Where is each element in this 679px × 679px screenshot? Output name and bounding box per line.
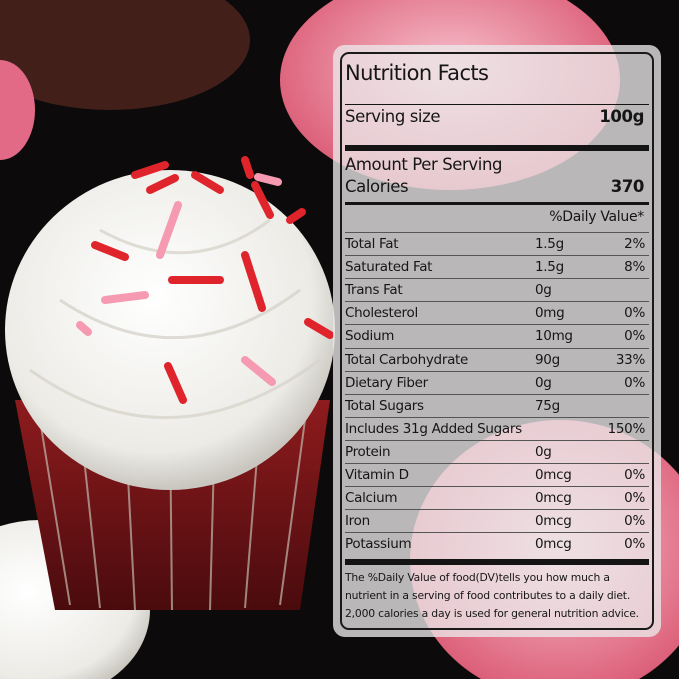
nutrient-row: Calcium 0mcg 0% — [345, 486, 649, 510]
thick-divider — [345, 559, 649, 565]
nutrient-row: Cholesterol 0mg 0% — [345, 301, 649, 325]
nutrient-label: Vitamin D — [345, 467, 409, 483]
amount-per-serving-label: Amount Per Serving — [345, 155, 503, 174]
footnote-line: nutrient in a serving of food contribute… — [345, 589, 631, 602]
nutrient-row: Total Carbohydrate 90g 33% — [345, 347, 649, 372]
nutrient-label: Calcium — [345, 490, 398, 507]
nutrition-facts-panel: Nutrition Facts Serving size 100g Amount… — [333, 45, 661, 637]
nutrient-amount: 10mg — [535, 328, 573, 345]
nutrient-daily-value: 2% — [624, 236, 645, 252]
nutrient-label: Total Carbohydrate — [345, 351, 469, 368]
nutrient-row: Dietary Fiber 0g 0% — [345, 370, 649, 395]
nutrient-daily-value: 8% — [624, 259, 645, 276]
footnote-line: 2,000 calories a day is used for general… — [345, 607, 639, 620]
nutrient-amount: 0mcg — [535, 490, 572, 507]
nutrient-label: Potassium — [345, 536, 412, 553]
nutrient-amount: 1.5g — [535, 259, 564, 276]
nutrition-facts-title: Nutrition Facts — [345, 61, 489, 85]
nutrient-label: Total Fat — [345, 236, 399, 252]
nutrient-row: Includes 31g Added Sugars 150% — [345, 416, 649, 441]
nutrient-daily-value: 0% — [624, 536, 645, 553]
nutrient-row: Sodium 10mg 0% — [345, 324, 649, 348]
calories-label: Calories — [345, 177, 409, 196]
nutrient-daily-value: 0% — [624, 305, 645, 322]
nutrient-amount: 1.5g — [535, 236, 564, 252]
nutrient-row: Iron 0mcg 0% — [345, 509, 649, 533]
nutrient-amount: 0g — [535, 374, 552, 391]
nutrient-label: Sodium — [345, 328, 395, 345]
footnote: The %Daily Value of food(DV)tells you ho… — [345, 569, 639, 623]
nutrient-row: Protein 0g — [345, 439, 649, 464]
nutrient-row: Saturated Fat 1.5g 8% — [345, 255, 649, 279]
medium-divider — [345, 202, 649, 205]
nutrient-daily-value: 0% — [624, 328, 645, 345]
serving-size-value: 100g — [599, 107, 644, 126]
nutrient-daily-value: 0% — [624, 374, 645, 391]
nutrient-amount: 0g — [535, 443, 552, 460]
nutrient-row: Total Sugars 75g — [345, 393, 649, 418]
nutrient-daily-value: 0% — [624, 490, 645, 507]
nutrient-label: Cholesterol — [345, 305, 418, 322]
divider — [345, 104, 649, 105]
nutrient-amount: 0mcg — [535, 513, 572, 530]
nutrient-row: Vitamin D 0mcg 0% — [345, 463, 649, 487]
nutrient-label: Trans Fat — [345, 282, 403, 299]
nutrient-amount: 0g — [535, 282, 552, 299]
nutrient-amount: 75g — [535, 397, 560, 414]
nutrient-label: Includes 31g Added Sugars — [345, 420, 522, 437]
serving-size-label: Serving size — [345, 107, 441, 126]
thick-divider — [345, 145, 649, 151]
nutrient-amount: 0mg — [535, 305, 565, 322]
nutrient-label: Protein — [345, 443, 391, 460]
nutrient-amount: 90g — [535, 351, 560, 368]
daily-value-header: %Daily Value* — [549, 209, 644, 225]
nutrient-daily-value: 33% — [615, 351, 645, 368]
nutrient-amount: 0mcg — [535, 467, 572, 483]
nutrient-label: Dietary Fiber — [345, 374, 428, 391]
calories-value: 370 — [610, 177, 645, 196]
nutrient-label: Total Sugars — [345, 397, 424, 414]
nutrient-row: Trans Fat 0g — [345, 278, 649, 302]
nutrient-label: Iron — [345, 513, 370, 530]
nutrient-daily-value: 150% — [607, 420, 646, 437]
footnote-line: The %Daily Value of food(DV)tells you ho… — [345, 571, 610, 584]
nutrient-daily-value: 0% — [624, 513, 645, 530]
nutrient-row: Potassium 0mcg 0% — [345, 532, 649, 556]
nutrient-label: Saturated Fat — [345, 259, 433, 276]
nutrient-amount: 0mcg — [535, 536, 572, 553]
nutrient-row: Total Fat 1.5g 2% — [345, 232, 649, 256]
nutrition-facts-border — [340, 52, 654, 630]
nutrient-daily-value: 0% — [624, 467, 645, 483]
